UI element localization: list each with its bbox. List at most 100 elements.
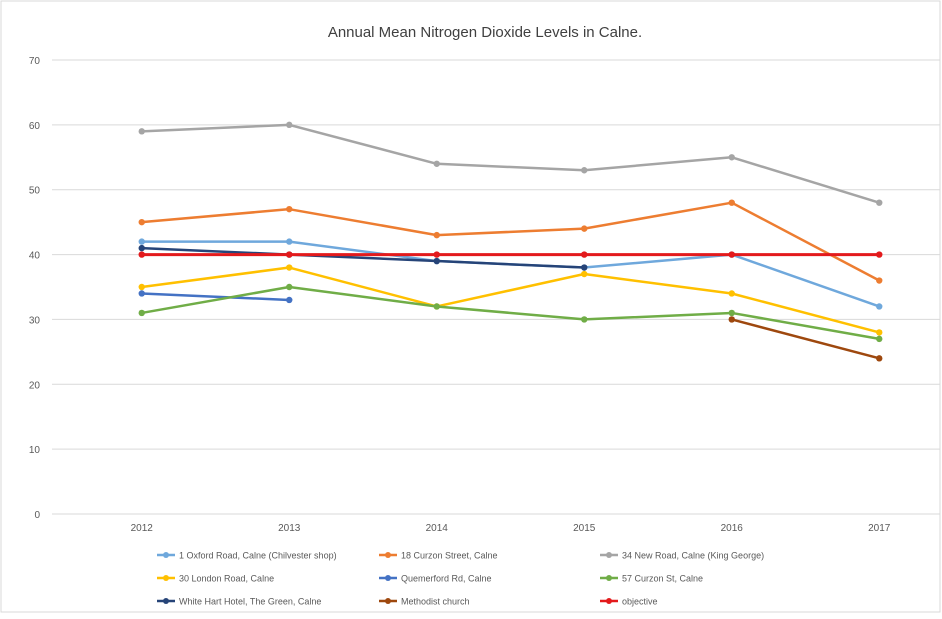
data-point <box>433 251 440 258</box>
legend-marker <box>606 575 612 581</box>
x-tick-label: 2012 <box>131 523 154 534</box>
series-line <box>141 285 880 341</box>
data-point <box>286 251 293 258</box>
data-point <box>876 329 883 336</box>
data-point <box>728 309 735 317</box>
data-point <box>876 251 883 258</box>
data-point <box>286 296 293 304</box>
y-tick-label: 30 <box>29 315 41 326</box>
data-point <box>138 218 145 226</box>
data-point <box>728 290 735 297</box>
legend-item: 57 Curzon St, Calne <box>600 574 703 584</box>
legend-marker <box>163 575 169 581</box>
legend-label: Methodist church <box>401 597 470 607</box>
data-point <box>286 205 293 213</box>
data-point <box>876 199 883 206</box>
legend: 1 Oxford Road, Calne (Chilvester shop) 18… <box>157 551 764 607</box>
y-tick-label: 0 <box>34 510 40 521</box>
series-4 <box>138 290 293 304</box>
data-point <box>433 257 440 265</box>
legend-marker <box>606 598 612 604</box>
legend-label: 30 London Road, Calne <box>179 574 274 584</box>
series-line <box>141 246 585 269</box>
series-lines <box>138 121 883 362</box>
y-tick-label: 70 <box>29 56 41 67</box>
legend-marker <box>606 552 612 558</box>
data-point <box>433 231 440 239</box>
y-tick-label: 40 <box>29 251 41 262</box>
data-point <box>138 251 145 258</box>
legend-item: Quemerford Rd, Calne <box>379 574 492 584</box>
legend-label: 1 Oxford Road, Calne (Chilvester shop) <box>179 551 337 561</box>
x-tick-label: 2014 <box>426 523 449 534</box>
data-point <box>138 244 145 252</box>
series-1 <box>138 199 883 284</box>
data-point <box>876 355 883 362</box>
series-line <box>141 123 880 204</box>
series-6 <box>138 244 588 271</box>
legend-marker <box>163 598 169 604</box>
data-point <box>433 303 440 310</box>
data-point <box>138 290 145 297</box>
series-line <box>141 201 880 282</box>
x-tick-label: 2017 <box>868 523 891 534</box>
data-point <box>728 316 735 323</box>
data-point <box>728 154 735 161</box>
legend-item: 18 Curzon Street, Calne <box>379 551 498 561</box>
legend-label: objective <box>622 597 658 607</box>
data-point <box>286 238 293 245</box>
series-line <box>141 292 290 302</box>
x-tick-label: 2016 <box>721 523 744 534</box>
data-point <box>433 160 440 167</box>
legend-label: 34 New Road, Calne (King George) <box>622 551 764 561</box>
data-point <box>286 121 293 129</box>
legend-item: 30 London Road, Calne <box>157 574 274 584</box>
data-point <box>581 316 588 323</box>
data-point <box>581 167 588 174</box>
series-line <box>731 318 880 360</box>
series-line <box>141 266 880 334</box>
data-point <box>286 264 293 271</box>
data-point <box>876 335 883 343</box>
legend-item: 34 New Road, Calne (King George) <box>600 551 764 561</box>
data-point <box>138 128 145 135</box>
legend-label: 18 Curzon Street, Calne <box>401 551 498 561</box>
data-point <box>581 270 588 278</box>
x-tick-label: 2013 <box>278 523 301 534</box>
y-tick-label: 50 <box>29 186 41 197</box>
data-point <box>138 283 145 291</box>
data-point <box>138 238 145 245</box>
data-point <box>581 251 588 258</box>
data-point <box>581 225 588 232</box>
data-point <box>138 309 145 317</box>
legend-item: Methodist church <box>379 597 470 607</box>
chart-title: Annual Mean Nitrogen Dioxide Levels in C… <box>328 24 642 41</box>
data-point <box>876 277 883 284</box>
legend-item: White Hart Hotel, The Green, Calne <box>157 597 321 607</box>
legend-item: objective <box>600 597 658 607</box>
x-axis-tick-labels: 2012 2013 2014 2015 2016 2017 <box>131 523 891 534</box>
legend-marker <box>385 552 391 558</box>
data-point <box>581 264 588 271</box>
y-axis-tick-labels: 0 10 20 30 40 50 60 70 <box>29 56 41 521</box>
series-5 <box>138 283 883 343</box>
legend-marker <box>385 575 391 581</box>
data-point <box>876 303 883 310</box>
data-point <box>728 251 735 258</box>
legend-label: 57 Curzon St, Calne <box>622 574 703 584</box>
legend-marker <box>163 552 169 558</box>
legend-label: White Hart Hotel, The Green, Calne <box>179 597 321 607</box>
series-2 <box>138 121 883 206</box>
legend-label: Quemerford Rd, Calne <box>401 574 492 584</box>
x-tick-label: 2015 <box>573 523 596 534</box>
y-tick-label: 10 <box>29 445 41 456</box>
series-7 <box>728 316 883 362</box>
legend-item: 1 Oxford Road, Calne (Chilvester shop) <box>157 551 337 561</box>
legend-marker <box>385 598 391 604</box>
y-tick-label: 60 <box>29 121 41 132</box>
data-point <box>286 283 293 291</box>
series-8 <box>138 251 883 258</box>
